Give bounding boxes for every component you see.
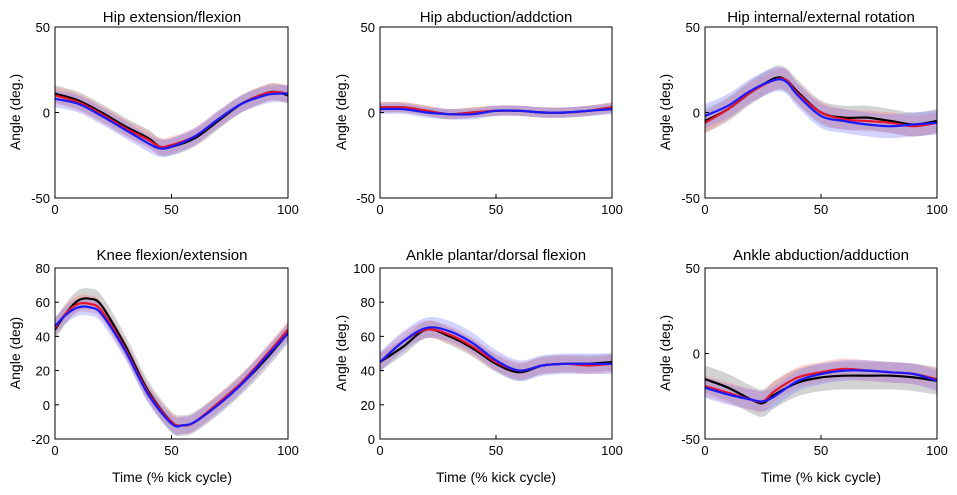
x-tick-label: 50: [164, 202, 178, 217]
y-tick-label: -50: [681, 432, 700, 447]
x-tick-label: 100: [601, 202, 623, 217]
sd-band-blue: [705, 360, 937, 412]
y-tick-label: -50: [356, 191, 375, 206]
x-tick-label: 0: [51, 202, 58, 217]
y-tick-label: 20: [36, 364, 50, 379]
y-tick-label: 100: [353, 261, 375, 276]
x-tick-label: 0: [51, 443, 58, 458]
panel-ankle-plantar-dorsal: Ankle plantar/dorsal flexion 0 50 100 0 20 40…: [333, 247, 623, 485]
y-tick-label: 60: [361, 329, 375, 344]
y-tick-label: 0: [43, 106, 50, 121]
y-axis-label: Angle (deg.): [7, 74, 23, 150]
sd-band-black: [380, 320, 612, 381]
y-tick-label: 0: [368, 432, 375, 447]
chart-title: Ankle plantar/dorsal flexion: [406, 247, 586, 264]
chart-title: Hip extension/flexion: [103, 9, 241, 26]
x-tick-label: 50: [489, 443, 503, 458]
y-tick-label: 50: [361, 20, 375, 35]
axes-box: [704, 267, 938, 440]
y-tick-label: -50: [31, 191, 50, 206]
sd-band-black: [55, 83, 288, 157]
y-tick-label: 50: [686, 20, 700, 35]
series-line-red: [705, 77, 937, 128]
chart-title: Hip internal/external rotation: [727, 9, 915, 26]
x-tick-label: 100: [926, 443, 948, 458]
y-tick-label: 0: [693, 106, 700, 121]
y-tick-label: 0: [43, 398, 50, 413]
sd-band-blue: [55, 85, 288, 158]
series-line-red: [55, 301, 288, 427]
sd-band-red: [55, 83, 288, 156]
x-axis-label: Time (% kick cycle): [436, 469, 556, 485]
y-tick-label: 20: [361, 398, 375, 413]
series-line-blue: [705, 78, 937, 128]
y-tick-label: -50: [681, 191, 700, 206]
x-tick-label: 50: [164, 443, 178, 458]
panel-hip-rotation: Hip internal/external rotation 0 50 100 -50…: [657, 9, 948, 217]
series-line-blue: [380, 326, 612, 372]
x-tick-label: 0: [701, 202, 708, 217]
chart-title: Knee flexion/extension: [97, 247, 248, 264]
y-tick-label: 60: [36, 295, 50, 310]
y-tick-label: 80: [361, 295, 375, 310]
y-tick-label: 50: [686, 261, 700, 276]
x-axis-label: Time (% kick cycle): [112, 469, 232, 485]
series-line-red: [55, 90, 288, 149]
series-line-blue: [705, 369, 937, 403]
y-axis-label: Angle (deg.): [657, 315, 673, 391]
x-axis-label: Time (% kick cycle): [761, 469, 881, 485]
x-tick-label: 100: [277, 202, 299, 217]
x-tick-label: 100: [601, 443, 623, 458]
x-tick-label: 0: [701, 443, 708, 458]
plot-area: 0 50 100 0 20 40 60 80 100: [353, 261, 623, 458]
x-tick-label: 50: [489, 202, 503, 217]
series-line-blue: [55, 92, 288, 150]
x-tick-label: 0: [376, 202, 383, 217]
x-tick-label: 100: [277, 443, 299, 458]
y-tick-label: 0: [693, 347, 700, 362]
panel-knee-flexion-extension: Knee flexion/extension 0 50 100-2002040608…: [7, 247, 299, 485]
x-tick-label: 50: [814, 443, 828, 458]
series-line-blue: [55, 305, 288, 428]
y-tick-label: 0: [368, 106, 375, 121]
y-axis-label: Angle (deg.): [657, 74, 673, 150]
y-axis-label: Angle (deg.): [333, 315, 349, 391]
y-tick-label: 40: [361, 364, 375, 379]
x-tick-label: 100: [926, 202, 948, 217]
x-tick-label: 50: [814, 202, 828, 217]
y-axis-label: Angle (deg.): [333, 74, 349, 150]
y-tick-label: 80: [36, 261, 50, 276]
y-tick-label: 50: [36, 20, 50, 35]
y-tick-label: -20: [31, 432, 50, 447]
x-tick-label: 0: [376, 443, 383, 458]
chart-title: Hip abduction/addction: [420, 9, 573, 26]
y-axis-label: Angle (deg): [7, 317, 23, 389]
series-line-blue: [380, 107, 612, 116]
y-tick-label: 40: [36, 329, 50, 344]
chart-title: Ankle abduction/adduction: [733, 247, 909, 264]
